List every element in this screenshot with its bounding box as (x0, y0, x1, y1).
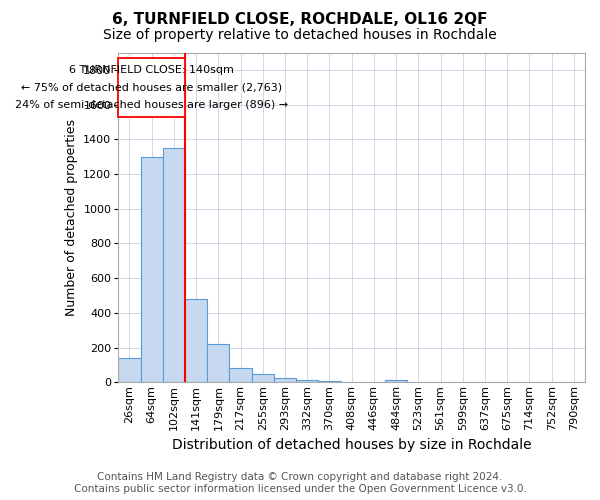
Bar (251, 374, 274, 382)
Bar (296, 380, 319, 382)
Text: 6 TURNFIELD CLOSE: 140sqm: 6 TURNFIELD CLOSE: 140sqm (69, 64, 234, 74)
Text: 6, TURNFIELD CLOSE, ROCHDALE, OL16 2QF: 6, TURNFIELD CLOSE, ROCHDALE, OL16 2QF (112, 12, 488, 28)
Text: Contains HM Land Registry data © Crown copyright and database right 2024.
Contai: Contains HM Land Registry data © Crown c… (74, 472, 526, 494)
FancyBboxPatch shape (118, 58, 185, 116)
Bar (118, 358, 140, 382)
Text: Size of property relative to detached houses in Rochdale: Size of property relative to detached ho… (103, 28, 497, 42)
Bar (140, 156, 163, 382)
Bar (163, 148, 185, 382)
Bar (274, 378, 296, 382)
Bar (207, 344, 229, 383)
Y-axis label: Number of detached properties: Number of detached properties (65, 119, 78, 316)
Text: 24% of semi-detached houses are larger (896) →: 24% of semi-detached houses are larger (… (15, 100, 288, 110)
Bar (385, 380, 407, 382)
X-axis label: Distribution of detached houses by size in Rochdale: Distribution of detached houses by size … (172, 438, 532, 452)
Bar (319, 381, 341, 382)
Bar (185, 299, 207, 382)
Text: ← 75% of detached houses are smaller (2,763): ← 75% of detached houses are smaller (2,… (21, 82, 282, 92)
Bar (229, 368, 251, 382)
